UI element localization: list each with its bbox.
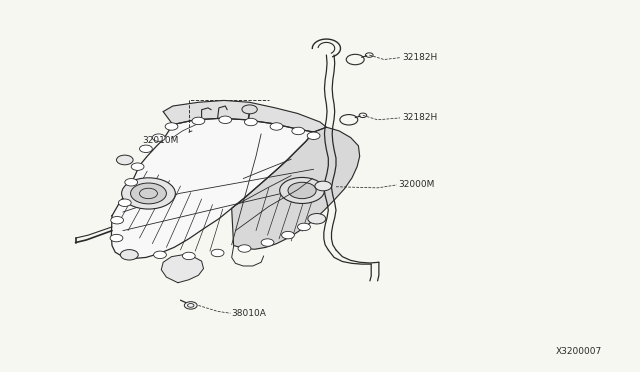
Circle shape [308, 214, 326, 224]
Text: 32000M: 32000M [398, 180, 435, 189]
Circle shape [298, 223, 310, 231]
Text: 32010M: 32010M [143, 136, 179, 145]
Circle shape [244, 118, 257, 126]
Circle shape [211, 249, 224, 257]
Circle shape [282, 231, 294, 239]
Text: X3200007: X3200007 [556, 347, 602, 356]
Circle shape [131, 183, 166, 204]
Circle shape [182, 252, 195, 260]
Circle shape [122, 178, 175, 209]
Circle shape [116, 155, 133, 165]
Text: 38010A: 38010A [232, 309, 266, 318]
Circle shape [292, 127, 305, 135]
Circle shape [219, 116, 232, 124]
Circle shape [120, 250, 138, 260]
Circle shape [165, 123, 178, 130]
Polygon shape [163, 100, 326, 132]
Circle shape [110, 234, 123, 242]
Circle shape [154, 251, 166, 259]
Circle shape [192, 117, 205, 125]
Circle shape [315, 181, 332, 191]
Circle shape [131, 163, 144, 170]
Circle shape [307, 132, 320, 140]
Circle shape [261, 239, 274, 246]
Circle shape [184, 302, 197, 309]
Circle shape [152, 134, 165, 141]
Text: 32182H: 32182H [402, 113, 437, 122]
Polygon shape [232, 127, 360, 249]
Polygon shape [111, 118, 314, 259]
Circle shape [111, 217, 124, 224]
Polygon shape [161, 255, 204, 283]
Circle shape [140, 145, 152, 153]
Circle shape [280, 177, 324, 203]
Circle shape [242, 105, 257, 114]
Text: 32182H: 32182H [402, 53, 437, 62]
Circle shape [118, 199, 131, 206]
Circle shape [288, 182, 316, 199]
Circle shape [238, 245, 251, 252]
Circle shape [125, 179, 138, 186]
Circle shape [270, 123, 283, 130]
